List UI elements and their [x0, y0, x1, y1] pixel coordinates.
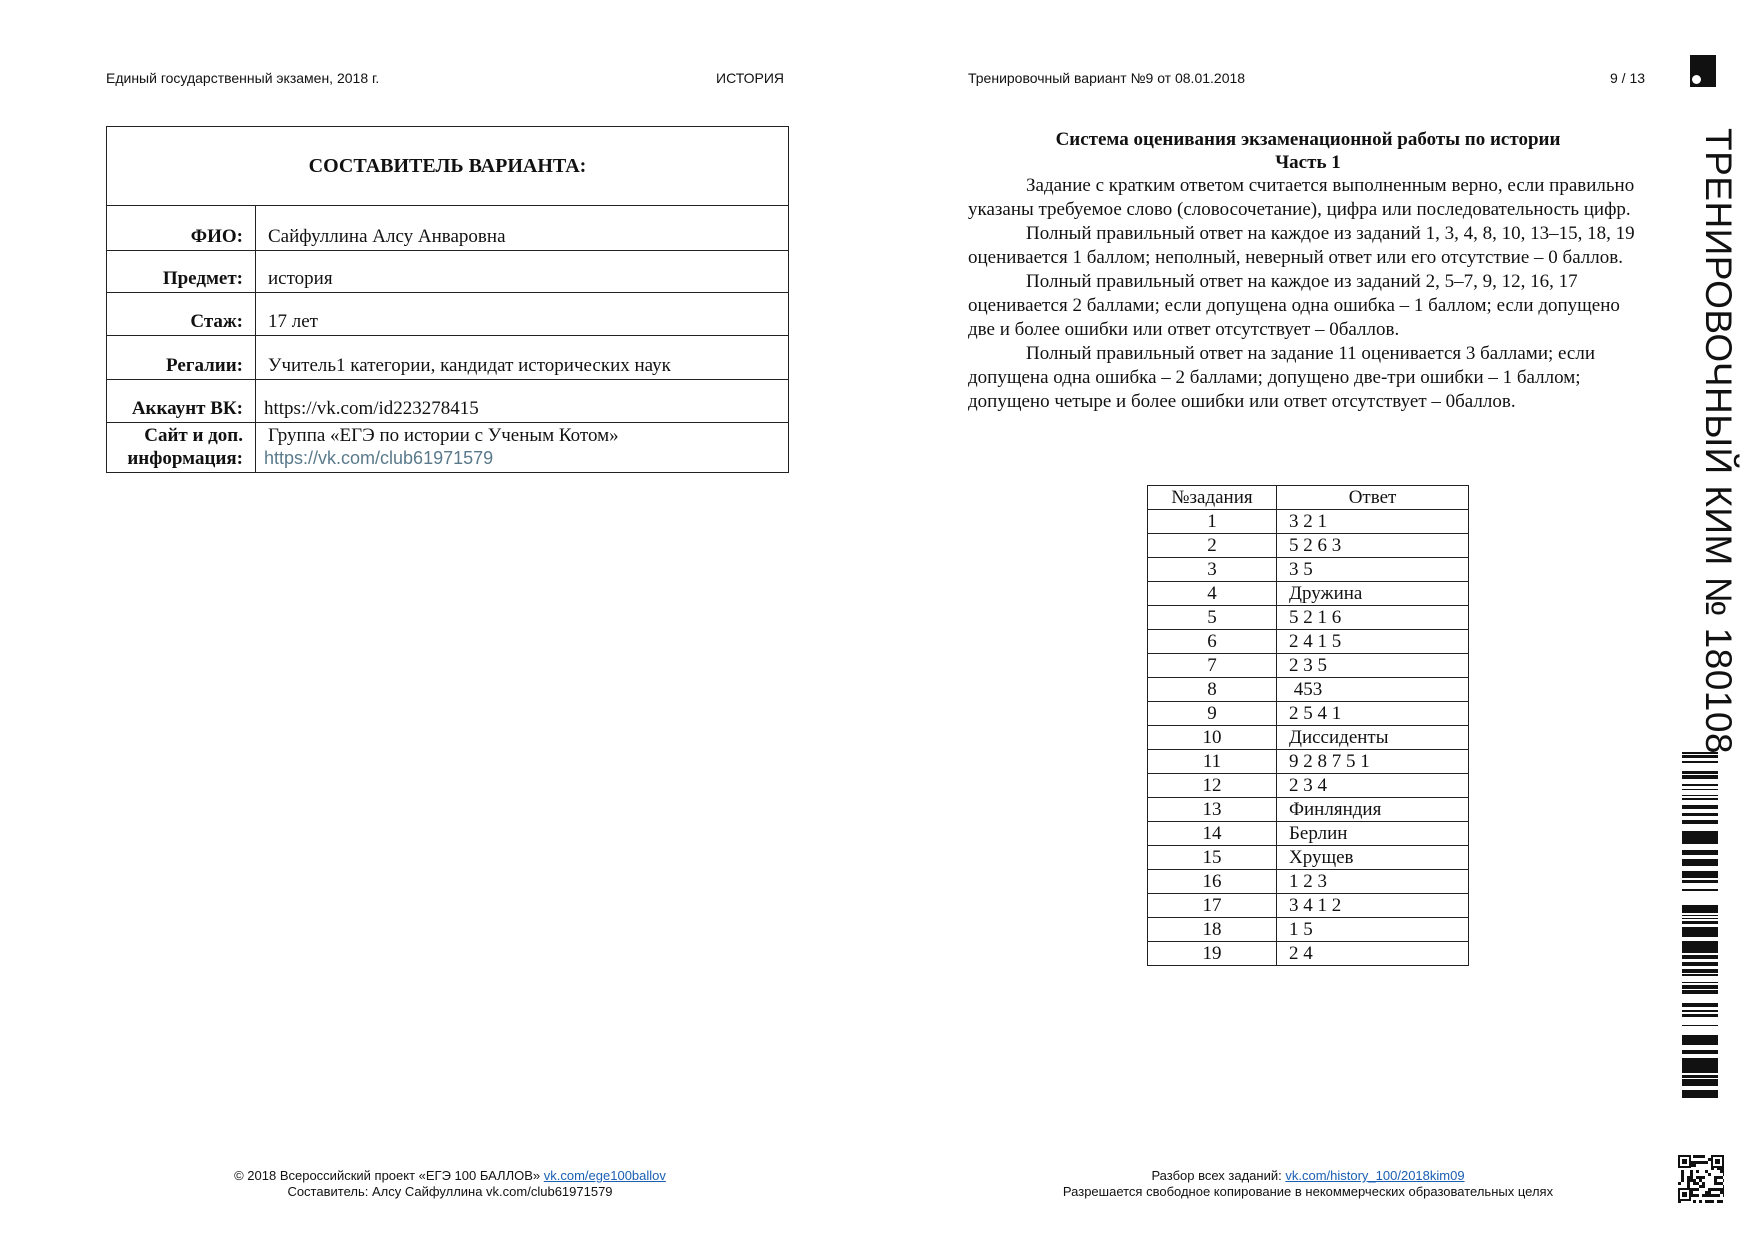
- answers-header-answer: Ответ: [1276, 485, 1469, 510]
- task-answer: Хрущев: [1276, 845, 1469, 870]
- task-number: 9: [1147, 701, 1277, 726]
- task-answer: 2 4: [1276, 941, 1469, 966]
- footer-link[interactable]: vk.com/history_100/2018kim09: [1285, 1168, 1465, 1183]
- grading-text: Система оценивания экзаменационной работ…: [968, 128, 1648, 414]
- row-label: Стаж:: [106, 292, 256, 336]
- footer-text: Составитель: Алсу Сайфуллина vk.com/club…: [287, 1184, 613, 1199]
- left-footer: © 2018 Всероссийский проект «ЕГЭ 100 БАЛ…: [150, 1168, 750, 1200]
- task-answer: 2 5 4 1: [1276, 701, 1469, 726]
- answer-row: 19 2 4: [1147, 941, 1469, 966]
- task-answer: Дружина: [1276, 581, 1469, 606]
- task-answer: 2 3 5: [1276, 653, 1469, 678]
- task-number: 2: [1147, 533, 1277, 558]
- task-answer: Диссиденты: [1276, 725, 1469, 750]
- task-answer: Финляндия: [1276, 797, 1469, 822]
- paragraph: Полный правильный ответ на каждое из зад…: [968, 223, 1635, 268]
- task-number: 17: [1147, 893, 1277, 918]
- grading-subtitle: Часть 1: [1275, 152, 1341, 173]
- row-value: Учитель1 категории, кандидат исторически…: [255, 335, 789, 380]
- row-value: 17 лет: [255, 292, 789, 336]
- left-header: Единый государственный экзамен, 2018 г.: [106, 70, 380, 86]
- footer-text: Разрешается свободное копирование в неко…: [1062, 1184, 1554, 1199]
- answer-row: 17 3 4 1 2: [1147, 893, 1469, 918]
- task-answer: 5 2 6 3: [1276, 533, 1469, 558]
- task-number: 13: [1147, 797, 1277, 822]
- vk-account-value: https://vk.com/id223278415: [255, 379, 789, 423]
- task-number: 15: [1147, 845, 1277, 870]
- row-label: Аккаунт ВК:: [106, 379, 256, 423]
- answer-row: 16 1 2 3: [1147, 869, 1469, 894]
- row-label: информация:: [127, 448, 243, 469]
- right-footer: Разбор всех заданий: vk.com/history_100/…: [958, 1168, 1658, 1200]
- task-answer: 9 2 8 7 5 1: [1276, 749, 1469, 774]
- task-answer: 3 4 1 2: [1276, 893, 1469, 918]
- vertical-title: ТРЕНИРОВОЧНЫЙ КИМ № 180108: [1698, 128, 1739, 755]
- answer-row: 13 Финляндия: [1147, 797, 1469, 822]
- task-number: 14: [1147, 821, 1277, 846]
- task-answer: Берлин: [1276, 821, 1469, 846]
- task-number: 10: [1147, 725, 1277, 750]
- paragraph: Полный правильный ответ на каждое из зад…: [968, 271, 1620, 340]
- answer-row: 14 Берлин: [1147, 821, 1469, 846]
- task-answer: 3 5: [1276, 557, 1469, 582]
- task-number: 1: [1147, 509, 1277, 534]
- task-number: 4: [1147, 581, 1277, 606]
- page-number: 9 / 13: [1610, 70, 1646, 86]
- club-link[interactable]: https://vk.com/club61971579: [264, 448, 494, 468]
- footer-text: © 2018 Всероссийский проект «ЕГЭ 100 БАЛ…: [234, 1168, 541, 1183]
- task-number: 18: [1147, 917, 1277, 942]
- answer-row: 4 Дружина: [1147, 581, 1469, 606]
- task-answer: 1 2 3: [1276, 869, 1469, 894]
- task-answer: 1 5: [1276, 917, 1469, 942]
- answer-row: 15 Хрущев: [1147, 845, 1469, 870]
- grading-title: Система оценивания экзаменационной работ…: [1055, 129, 1561, 150]
- task-number: 11: [1147, 749, 1277, 774]
- task-number: 5: [1147, 605, 1277, 630]
- footer-text: Разбор всех заданий:: [1151, 1168, 1282, 1183]
- row-label: Регалии:: [106, 335, 256, 380]
- row-label: ФИО:: [106, 205, 256, 251]
- author-table: СОСТАВИТЕЛЬ ВАРИАНТА: ФИО: Сайфуллина Алс…: [106, 126, 789, 473]
- task-answer: 2 4 1 5: [1276, 629, 1469, 654]
- task-answer: 5 2 1 6: [1276, 605, 1469, 630]
- variant-header: Тренировочный вариант №9 от 08.01.2018: [968, 70, 1246, 86]
- answer-row: 12 2 3 4: [1147, 773, 1469, 798]
- row-label: Предмет:: [106, 250, 256, 293]
- subject-header: ИСТОРИЯ: [716, 70, 785, 86]
- author-table-title: СОСТАВИТЕЛЬ ВАРИАНТА:: [106, 126, 789, 206]
- row-value: Группа «ЕГЭ по истории с Ученым Котом»: [268, 425, 619, 446]
- task-number: 12: [1147, 773, 1277, 798]
- footer-link[interactable]: vk.com/ege100ballov: [543, 1168, 666, 1183]
- task-number: 16: [1147, 869, 1277, 894]
- task-answer: 2 3 4: [1276, 773, 1469, 798]
- task-answer: 453: [1276, 677, 1469, 702]
- paragraph: Полный правильный ответ на задание 11 оц…: [968, 343, 1595, 412]
- barcode-icon: [1682, 752, 1718, 1104]
- task-number: 19: [1147, 941, 1277, 966]
- answer-row: 10 Диссиденты: [1147, 725, 1469, 750]
- answers-header-number: №задания: [1147, 485, 1277, 510]
- paragraph: Задание с кратким ответом считается выпо…: [968, 175, 1635, 220]
- answer-row: 11 9 2 8 7 5 1: [1147, 749, 1469, 774]
- qr-code-icon: [1678, 1155, 1724, 1203]
- task-number: 6: [1147, 629, 1277, 654]
- answer-row: 8 453: [1147, 677, 1469, 702]
- task-answer: 3 2 1: [1276, 509, 1469, 534]
- task-number: 8: [1147, 677, 1277, 702]
- logo-icon: [1690, 55, 1716, 87]
- row-value: история: [255, 250, 789, 293]
- task-number: 3: [1147, 557, 1277, 582]
- row-value: Сайфуллина Алсу Анваровна: [255, 205, 789, 251]
- row-label: Сайт и доп.: [144, 425, 243, 446]
- answer-row: 18 1 5: [1147, 917, 1469, 942]
- task-number: 7: [1147, 653, 1277, 678]
